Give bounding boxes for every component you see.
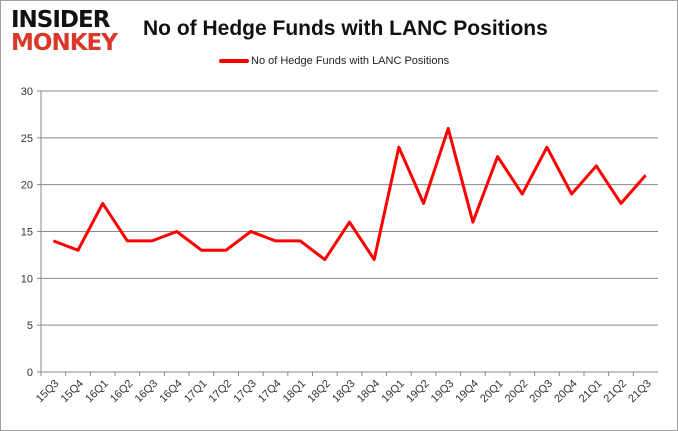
x-tick-label: 21Q1 — [577, 378, 605, 406]
x-tick-label: 19Q3 — [429, 378, 457, 406]
logo-line2: MONKEY — [11, 30, 118, 56]
legend: No of Hedge Funds with LANC Positions — [219, 55, 449, 67]
x-tick-label: 17Q1 — [182, 378, 210, 406]
x-tick-label: 20Q2 — [503, 378, 531, 406]
x-tick-label: 18Q2 — [305, 378, 333, 406]
x-tick-label: 18Q3 — [330, 378, 358, 406]
x-tick-label: 17Q3 — [231, 378, 259, 406]
x-tick-label: 19Q1 — [379, 378, 407, 406]
y-tick-label: 15 — [21, 227, 33, 239]
x-tick-label: 21Q2 — [602, 378, 630, 406]
x-tick-label: 20Q3 — [528, 378, 556, 406]
x-tick-label: 18Q4 — [355, 378, 383, 406]
x-tick-label: 16Q1 — [83, 378, 111, 406]
x-tick-label: 19Q2 — [404, 378, 432, 406]
y-tick-label: 5 — [27, 320, 33, 332]
x-tick-label: 17Q2 — [207, 378, 235, 406]
x-tick-label: 15Q4 — [59, 378, 87, 406]
y-tick-label: 20 — [21, 180, 33, 192]
x-tick-label: 16Q2 — [108, 378, 136, 406]
x-tick-label: 17Q4 — [256, 378, 284, 406]
chart-title: No of Hedge Funds with LANC Positions — [143, 17, 548, 40]
legend-label: No of Hedge Funds with LANC Positions — [251, 55, 450, 67]
x-tick-label: 16Q4 — [157, 378, 185, 406]
insider-monkey-logo: INSIDER MONKEY — [11, 7, 118, 56]
y-tick-label: 0 — [27, 367, 33, 379]
x-tick-label: 18Q1 — [281, 378, 309, 406]
y-tick-label: 10 — [21, 273, 33, 285]
x-tick-label: 19Q4 — [453, 378, 481, 406]
y-tick-label: 30 — [21, 86, 33, 98]
x-tick-label: 20Q1 — [478, 378, 506, 406]
x-tick-label: 15Q3 — [34, 378, 62, 406]
y-tick-label: 25 — [21, 133, 33, 145]
x-tick-label: 16Q3 — [133, 378, 161, 406]
legend-swatch — [219, 59, 249, 63]
logo-line1: INSIDER — [11, 7, 110, 33]
series-line — [52, 126, 647, 262]
x-tick-label: 21Q3 — [626, 378, 654, 406]
x-tick-label: 20Q4 — [552, 378, 580, 406]
